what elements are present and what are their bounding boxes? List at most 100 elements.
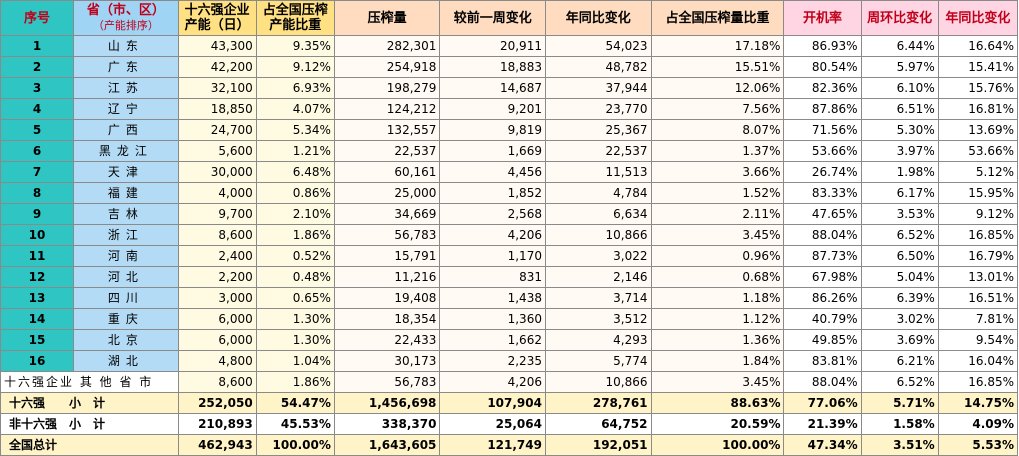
header-capshare-line2: 产能比重 (269, 18, 322, 33)
cell-op-yoy: 16.85% (937, 224, 1019, 246)
cell-wow: 2,568 (439, 203, 546, 225)
table-row: 3 江苏 32,100 6.93% 198,279 14,687 37,944 12.06% 8… (0, 77, 1019, 99)
table-row: 14 重庆 6,000 1.30% 18,354 1,360 3,512 1.12% 40.79… (0, 308, 1019, 330)
cell-capacity-share: 100.00% (255, 434, 335, 456)
cell-output: 56,783 (333, 371, 441, 393)
cell-op-wow: 6.51% (860, 98, 939, 120)
cell-op-yoy: 13.69% (937, 119, 1019, 141)
cell-op-wow: 3.69% (860, 329, 939, 351)
cell-yoy: 64,752 (544, 413, 652, 435)
cell-op-yoy: 16.64% (937, 35, 1019, 57)
cell-seq: 15 (0, 329, 75, 351)
cell-seq: 2 (0, 56, 75, 78)
cell-yoy: 48,782 (544, 56, 652, 78)
cell-op-rate: 21.39% (783, 413, 862, 435)
cell-capacity-share: 0.86% (255, 182, 335, 204)
cell-capacity: 43,300 (177, 35, 257, 57)
table-row: 10 浙江 8,600 1.86% 56,783 4,206 10,866 3.45% 88.0… (0, 224, 1019, 246)
cell-seq: 14 (0, 308, 75, 330)
cell-yoy: 3,512 (544, 308, 652, 330)
header-capshare-line1: 占全国压榨 (262, 3, 328, 18)
cell-output: 1,456,698 (333, 392, 441, 414)
cell-op-yoy: 9.12% (937, 203, 1019, 225)
cell-wow: 1,438 (439, 287, 546, 309)
cell-capacity: 42,200 (177, 56, 257, 78)
cell-output: 11,216 (333, 266, 441, 288)
cell-output: 124,212 (333, 98, 441, 120)
cell-seq: 9 (0, 203, 75, 225)
cell-capacity: 18,850 (177, 98, 257, 120)
cell-capacity: 30,000 (177, 161, 257, 183)
cell-op-rate: 87.86% (783, 98, 862, 120)
cell-wow: 20,911 (439, 35, 546, 57)
cell-capacity-share: 5.34% (255, 119, 335, 141)
cell-output-share: 1.52% (650, 182, 785, 204)
cell-op-rate: 88.04% (783, 371, 862, 393)
cell-seq: 12 (0, 266, 75, 288)
cell-op-wow: 6.44% (860, 35, 939, 57)
cell-province: 福建 (73, 182, 179, 204)
header-capacity-share: 占全国压榨 产能比重 (255, 0, 335, 36)
cell-yoy: 10,866 (544, 224, 652, 246)
cell-seq: 16 (0, 350, 75, 372)
header-op-wow: 周环比变化 (860, 0, 939, 36)
cell-province: 北京 (73, 329, 179, 351)
other-label: 十六强企业 其 他 省 市 (0, 371, 179, 393)
cell-yoy: 54,023 (544, 35, 652, 57)
cell-yoy: 11,513 (544, 161, 652, 183)
cell-output: 18,354 (333, 308, 441, 330)
cell-wow: 1,662 (439, 329, 546, 351)
cell-output-share: 8.07% (650, 119, 785, 141)
cell-capacity-share: 9.12% (255, 56, 335, 78)
cell-output-share: 1.12% (650, 308, 785, 330)
table-row: 13 四川 3,000 0.65% 19,408 1,438 3,714 1.18% 86.26… (0, 287, 1019, 309)
table-row: 6 黑龙江 5,600 1.21% 22,537 1,669 22,537 1.37% 53.6… (0, 140, 1019, 162)
cell-yoy: 10,866 (544, 371, 652, 393)
cell-capacity-share: 1.86% (255, 224, 335, 246)
cell-capacity: 5,600 (177, 140, 257, 162)
cell-capacity: 24,700 (177, 119, 257, 141)
cell-output: 19,408 (333, 287, 441, 309)
cell-op-yoy: 15.41% (937, 56, 1019, 78)
cell-capacity: 6,000 (177, 329, 257, 351)
cell-output: 198,279 (333, 77, 441, 99)
cell-op-yoy: 4.09% (937, 413, 1019, 435)
cell-op-wow: 3.53% (860, 203, 939, 225)
cell-capacity-share: 9.35% (255, 35, 335, 57)
cell-seq: 8 (0, 182, 75, 204)
total-label: 非十六强 小 计 (0, 413, 179, 435)
cell-output-share: 2.11% (650, 203, 785, 225)
cell-province: 河南 (73, 245, 179, 267)
cell-yoy: 2,146 (544, 266, 652, 288)
cell-province: 天津 (73, 161, 179, 183)
cell-output-share: 1.84% (650, 350, 785, 372)
province-rows: 1 山东 43,300 9.35% 282,301 20,911 54,023 17.18% 8… (0, 35, 1019, 372)
cell-wow: 831 (439, 266, 546, 288)
cell-output: 15,791 (333, 245, 441, 267)
cell-capacity: 462,943 (177, 434, 257, 456)
cell-capacity: 8,600 (177, 224, 257, 246)
cell-op-rate: 82.36% (783, 77, 862, 99)
cell-op-rate: 47.34% (783, 434, 862, 456)
cell-op-wow: 1.58% (860, 413, 939, 435)
table-row: 1 山东 43,300 9.35% 282,301 20,911 54,023 17.18% 8… (0, 35, 1019, 57)
cell-capacity: 32,100 (177, 77, 257, 99)
total-row: 全国总计 462,943 100.00% 1,643,605 121,749 192,05… (0, 434, 1019, 456)
cell-op-rate: 53.66% (783, 140, 862, 162)
cell-capacity: 3,000 (177, 287, 257, 309)
table-row: 11 河南 2,400 0.52% 15,791 1,170 3,022 0.96% 87.73… (0, 245, 1019, 267)
cell-capacity-share: 4.07% (255, 98, 335, 120)
cell-seq: 4 (0, 98, 75, 120)
cell-op-yoy: 16.81% (937, 98, 1019, 120)
cell-seq: 13 (0, 287, 75, 309)
cell-op-wow: 6.10% (860, 77, 939, 99)
cell-output: 22,433 (333, 329, 441, 351)
totals-rows: 十六强 小 计 252,050 54.47% 1,456,698 107,904 278,… (0, 392, 1019, 456)
cell-wow: 9,201 (439, 98, 546, 120)
cell-seq: 3 (0, 77, 75, 99)
cell-op-wow: 3.97% (860, 140, 939, 162)
header-wow: 较前一周变化 (439, 0, 546, 36)
cell-wow: 4,206 (439, 371, 546, 393)
cell-op-wow: 6.50% (860, 245, 939, 267)
